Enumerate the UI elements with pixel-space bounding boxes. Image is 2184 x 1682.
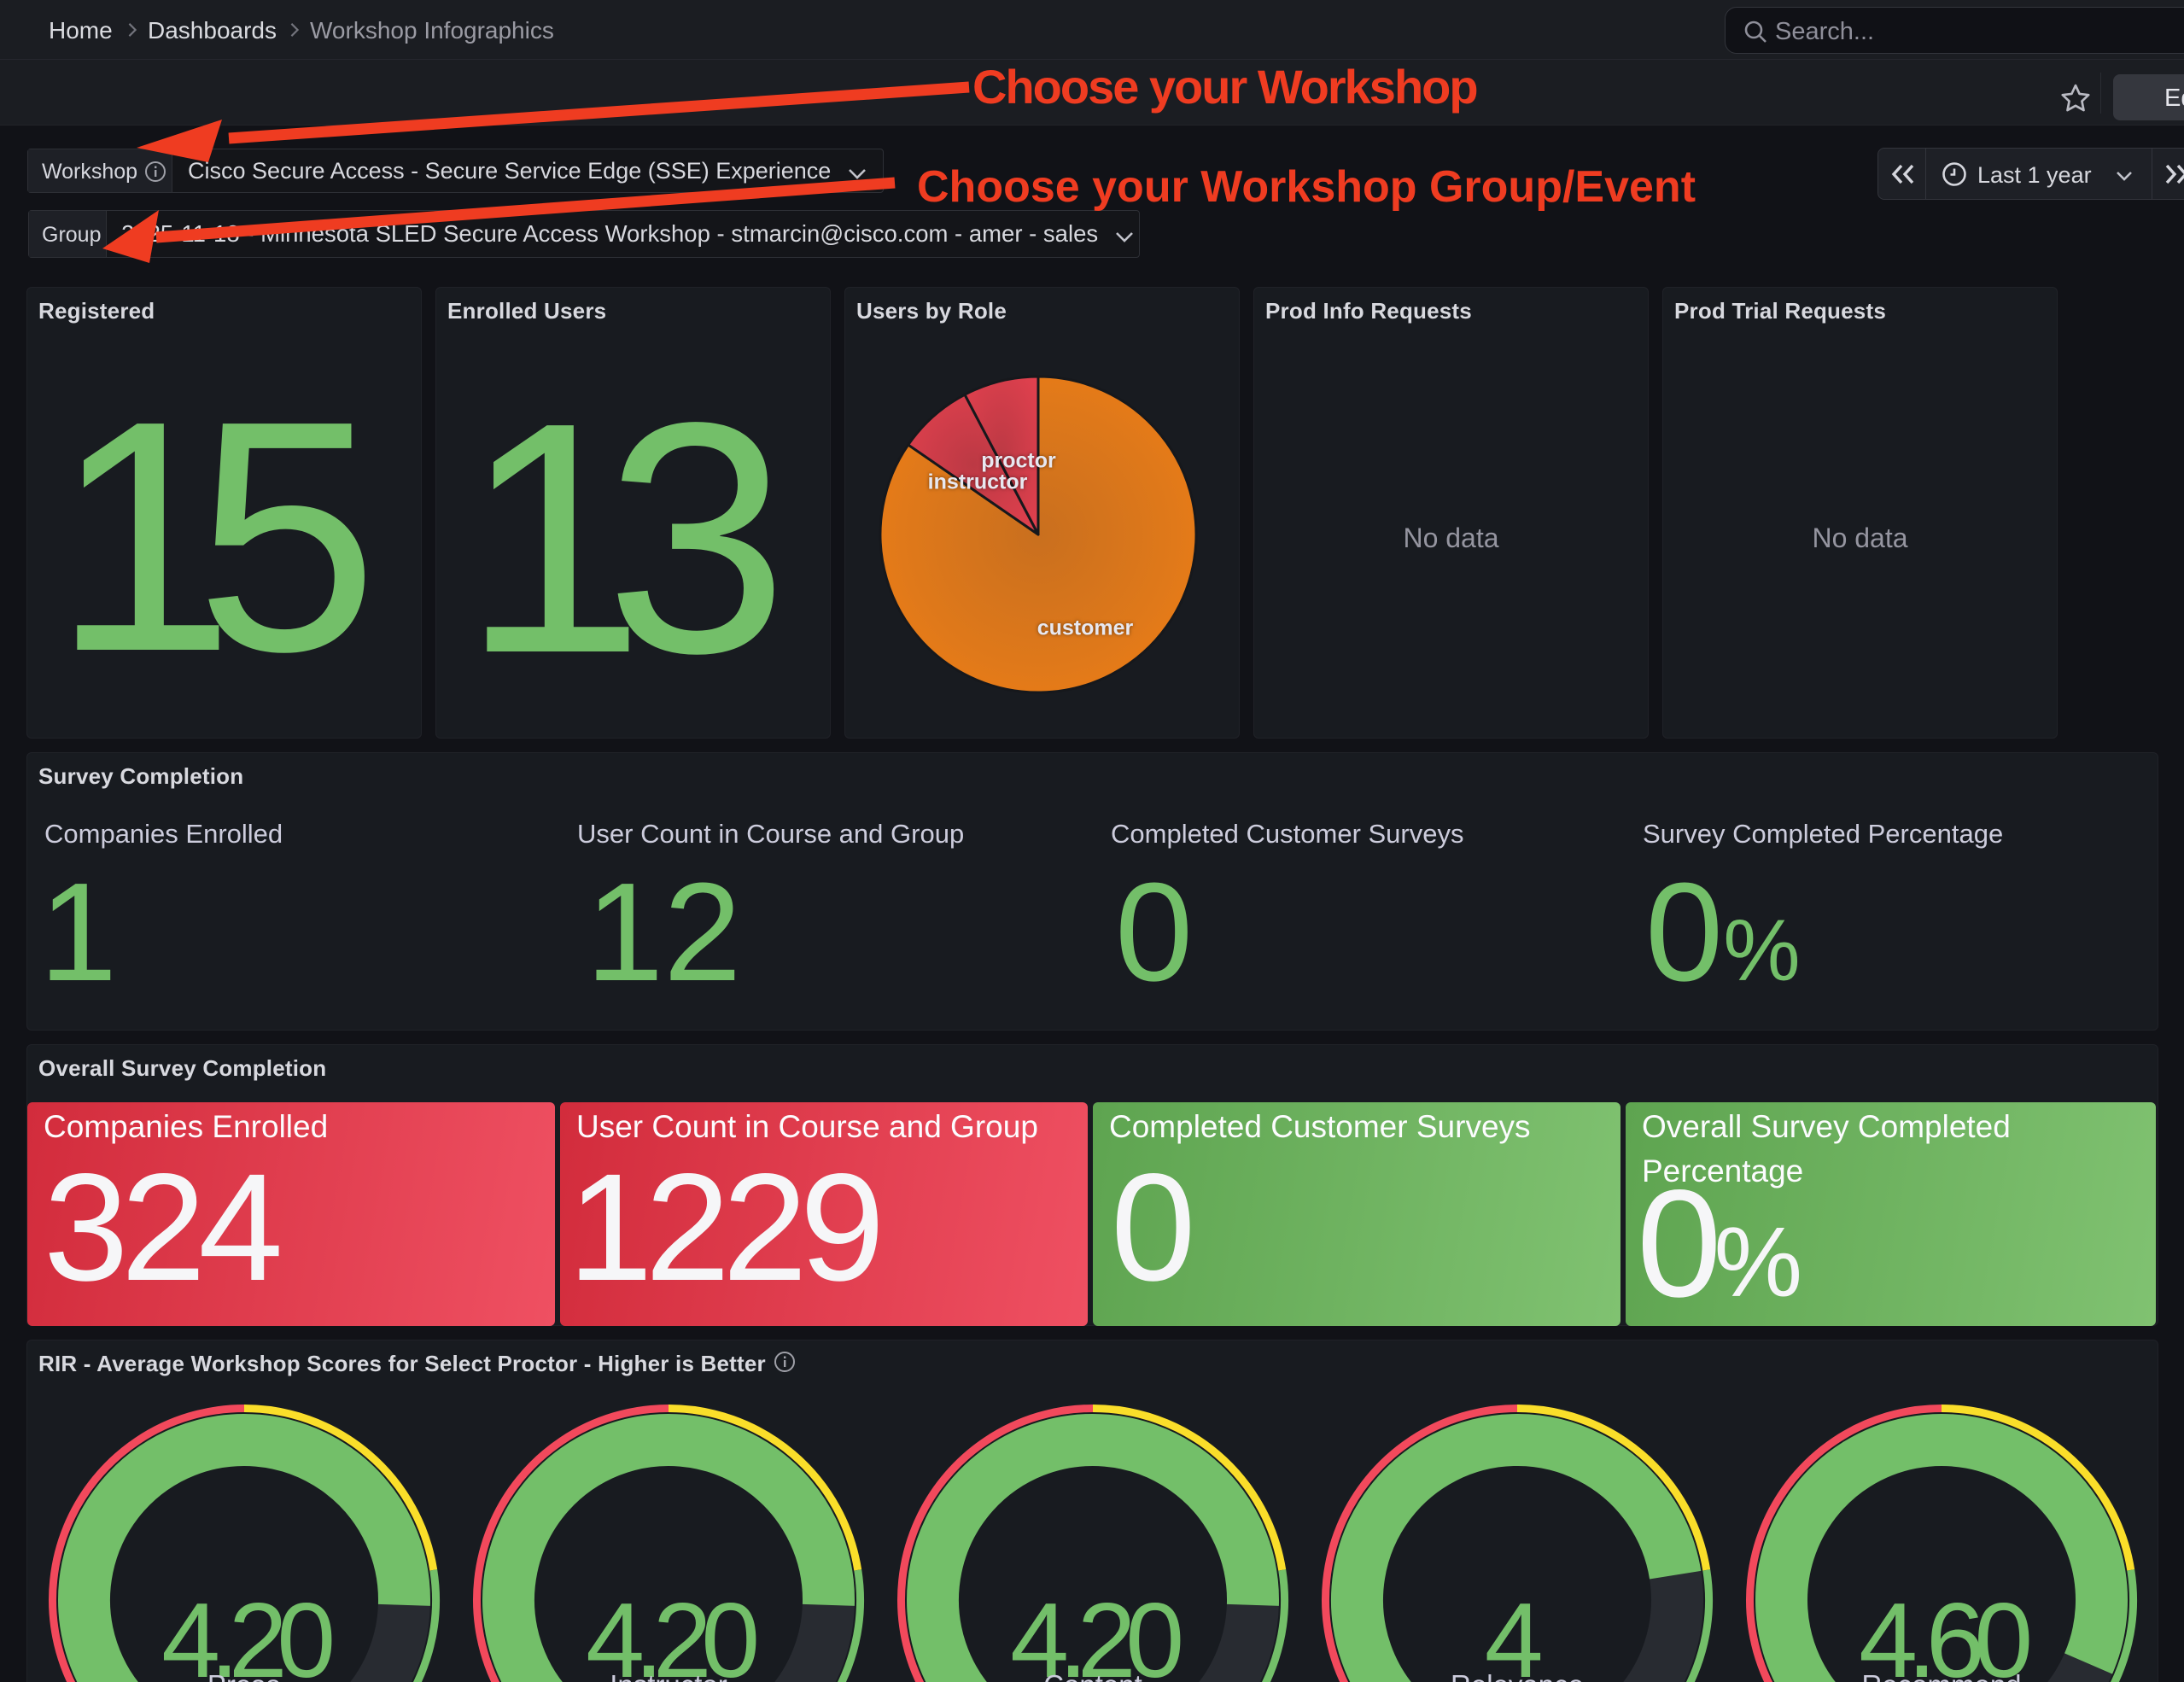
svg-text:Choose your Workshop: Choose your Workshop xyxy=(972,60,1477,114)
svg-text:Choose your Workshop Group/Eve: Choose your Workshop Group/Event xyxy=(917,162,1696,212)
